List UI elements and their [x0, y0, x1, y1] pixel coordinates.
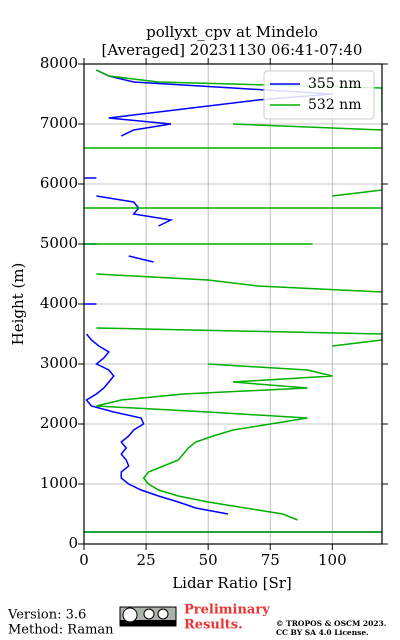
x-axis-label: Lidar Ratio [Sr] [172, 574, 292, 592]
chart-title: pollyxt_cpv at Mindelo [146, 23, 318, 41]
x-tick-label: 100 [318, 551, 347, 569]
line [96, 327, 382, 347]
legend-label: 355 nm [308, 76, 361, 92]
y-axis-label: Height (m) [9, 263, 27, 346]
y-tick-label: 8000 [40, 54, 78, 72]
plot-frame [83, 63, 383, 545]
line [332, 189, 382, 197]
method: Method: Raman [8, 623, 114, 638]
line [128, 255, 154, 263]
x-tick-label: 0 [79, 551, 89, 569]
x-tick-label: 25 [137, 551, 156, 569]
line [96, 363, 333, 521]
notice: Results. [184, 618, 243, 633]
y-tick-label: 0 [68, 534, 78, 552]
y-tick-label: 3000 [40, 354, 78, 372]
copyright: © TROPOS & OSCM 2023. [276, 619, 386, 628]
line [96, 195, 174, 227]
line [96, 69, 333, 137]
cc-logo [119, 606, 177, 627]
line [232, 123, 382, 131]
y-tick-label: 7000 [40, 114, 78, 132]
y-tick-label: 4000 [40, 294, 78, 312]
y-tick-label: 6000 [40, 174, 78, 192]
copyright: CC BY SA 4.0 License. [276, 628, 369, 637]
legend-box [263, 70, 375, 120]
chart-subtitle: [Averaged] 20231130 06:41-07:40 [102, 41, 363, 59]
line [96, 69, 382, 112]
line [96, 273, 382, 293]
y-tick-label: 2000 [40, 414, 78, 432]
y-tick-label: 1000 [40, 474, 78, 492]
notice: Preliminary [184, 603, 270, 618]
y-tick-label: 5000 [40, 234, 78, 252]
version: Version: 3.6 [7, 608, 86, 623]
line [85, 333, 229, 515]
legend-label: 532 nm [308, 97, 361, 113]
series [84, 69, 382, 533]
x-tick-label: 50 [199, 551, 218, 569]
x-tick-label: 75 [261, 551, 280, 569]
series [84, 69, 382, 533]
